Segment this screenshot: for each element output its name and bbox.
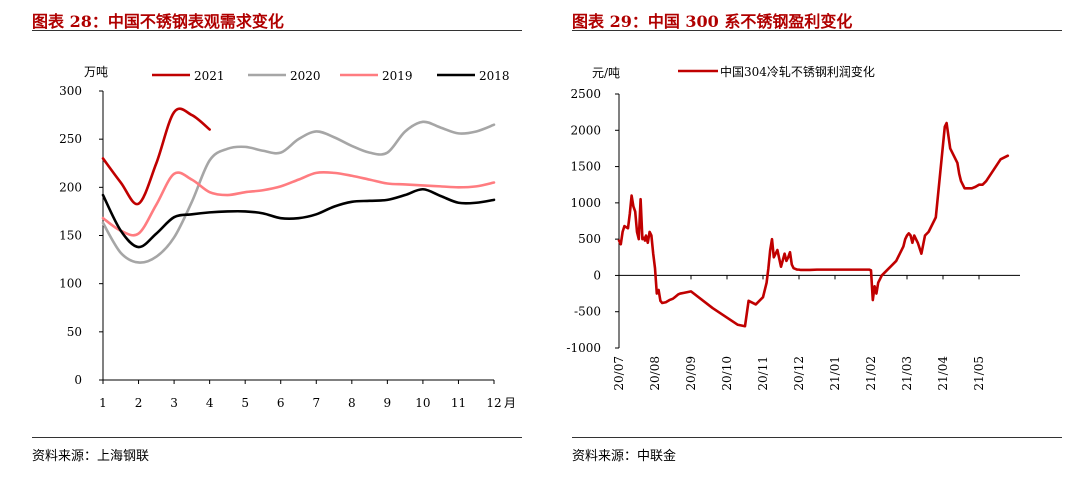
x-tick-label: 1 [99,396,107,410]
x-tick-label: 10 [415,396,430,410]
x-tick-label: 7 [312,396,320,410]
right-chart-panel: 图表 29：中国 300 系不锈钢盈利变化 -1000 -500 0 500 1000 1… [540,0,1070,482]
x-tick-label: 20/12 [792,356,806,391]
x-tick-label: 9 [384,396,392,410]
x-tick-label: 6 [277,396,285,410]
chart-title: 图表 28：中国不锈钢表观需求变化 [32,12,284,31]
x-tick-label: 2 [135,396,143,410]
y-tick-label: 150 [59,229,82,243]
y-tick-label: 0 [593,268,601,282]
x-tick-label: 4 [206,396,214,410]
y-axis-label: 元/吨 [592,66,620,80]
x-tick-label: 8 [348,396,356,410]
x-tick-label: 21/05 [972,356,986,391]
x-tick-label: 5 [241,396,249,410]
profit-line-chart: -1000 -500 0 500 1000 1500 2000 2500 20/07 20/08 2… [566,64,1020,391]
legend-label-2021: 2021 [194,69,225,83]
y-tick-label: 0 [74,373,82,387]
x-tick-label: 20/10 [720,356,734,391]
legend-label: 中国304冷轧不锈钢利润变化 [720,64,875,79]
legend-label-2019: 2019 [382,69,413,83]
x-tick-label: 12 [486,396,501,410]
source-note: 资料来源：中联金 [572,449,677,464]
y-tick-label: 1500 [570,160,601,174]
x-tick-label: 21/04 [936,356,950,391]
series-line-profit [617,121,1010,328]
chart-title: 图表 29：中国 300 系不锈钢盈利变化 [572,12,853,31]
series-line-2021 [101,107,211,206]
x-tick-label: 21/01 [828,356,842,391]
x-tick-label: 20/11 [756,356,770,391]
x-tick-label: 21/03 [900,356,914,391]
series-line-2018 [101,187,496,249]
x-tick-label: 20/07 [612,356,626,391]
y-tick-label: 2000 [570,123,601,137]
y-tick-label: 100 [59,277,82,291]
source-rule [32,437,522,438]
y-tick-label: 2500 [570,87,601,101]
x-tick-label: 21/02 [864,356,878,391]
x-tick-label: 11 [451,396,466,410]
y-tick-label: 50 [67,325,82,339]
x-axis-unit: 月 [504,396,516,410]
title-rule [32,30,522,31]
y-tick-label: 500 [578,232,601,246]
left-chart-panel: 图表 28：中国不锈钢表观需求变化 0 50 100 150 200 250 300 1 2 3 4… [0,0,530,482]
legend-label-2018: 2018 [479,69,510,83]
x-tick-label: 20/09 [684,356,698,391]
title-rule [572,30,1062,31]
legend-label-2020: 2020 [290,69,321,83]
y-axis-label: 万吨 [84,65,108,79]
series-line-2019 [101,170,496,237]
y-tick-label: -1000 [566,341,601,355]
y-tick-label: 200 [59,180,82,194]
series-line-2020 [101,120,496,264]
source-note: 资料来源：上海钢联 [32,449,150,464]
x-tick-label: 3 [170,396,178,410]
y-tick-label: 1000 [570,196,601,210]
y-tick-label: 250 [59,132,82,146]
x-tick-label: 20/08 [648,356,662,391]
y-tick-label: -500 [574,305,601,319]
y-tick-label: 300 [59,84,82,98]
source-rule [572,437,1062,438]
